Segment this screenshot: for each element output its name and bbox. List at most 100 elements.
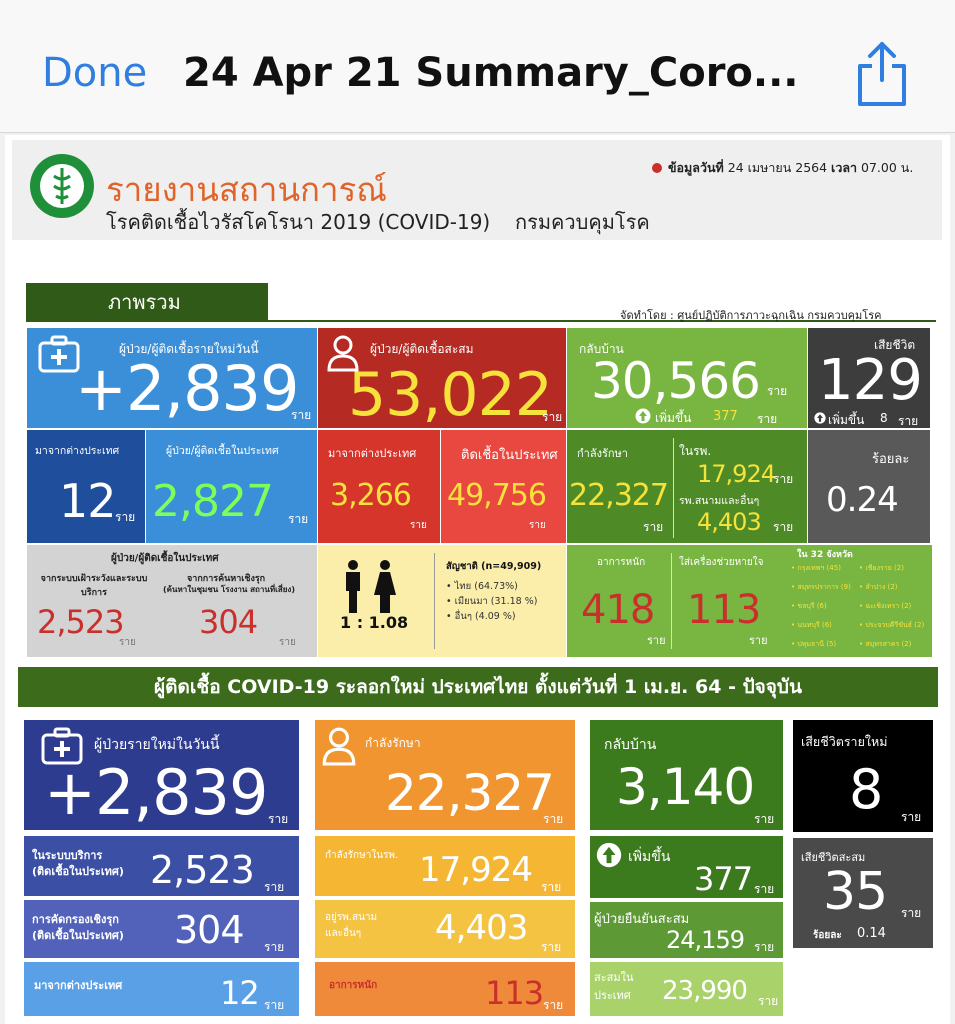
deaths-increase-unit: ราย xyxy=(898,414,919,428)
w2-imported-label: มาจากต่างประเทศ xyxy=(34,979,123,992)
recovered-increase-unit: ราย xyxy=(757,412,778,426)
treating-unit: ราย xyxy=(643,520,664,534)
imported-cum-label: มาจากต่างประเทศ xyxy=(328,447,417,460)
severe-divider xyxy=(671,553,672,649)
deaths-label: เสียชีวิต xyxy=(874,338,916,352)
deaths-increase-value: 8 xyxy=(880,411,888,425)
w2-recovered-value: 3,140 xyxy=(616,758,755,816)
provinces-title: ใน 32 จังหวัด xyxy=(797,550,853,560)
cumulative-unit: ราย xyxy=(542,410,563,424)
report-title: รายงานสถานการณ์ xyxy=(106,170,387,209)
share-icon[interactable] xyxy=(854,38,910,108)
w2-screening-unit: ราย xyxy=(264,940,285,954)
w2-service-value: 2,523 xyxy=(150,848,255,892)
w2-recovered-tile: กลับบ้าน 3,140 ราย xyxy=(590,720,783,830)
recovered-tile: กลับบ้าน 30,566 ราย เพิ่มขึ้น 377 ราย xyxy=(567,328,807,428)
report-date: ข้อมูลวันที่ 24 เมษายน 2564 เวลา 07.00 น… xyxy=(668,160,914,175)
province-item: • ฉะเชิงเทรา (2) xyxy=(859,602,912,610)
local-new-label: ผู้ป่วย/ผู้ติดเชื้อในประเทศ xyxy=(166,445,279,457)
province-item: • ชลบุรี (6) xyxy=(791,602,827,610)
new-cases-value: +2,839 xyxy=(75,352,299,425)
local-new-unit: ราย xyxy=(288,512,309,526)
wave2-banner: ผู้ติดเชื้อ COVID-19 ระลอกใหม่ ประเทศไทย… xyxy=(18,667,938,707)
sex-ratio: 1 : 1.08 xyxy=(340,613,409,632)
w2-confirmed-label: ผู้ป่วยยืนยันสะสม xyxy=(594,912,690,927)
field-hospital-value: 4,403 xyxy=(697,508,762,536)
w2-cum-deaths-label: เสียชีวิตสะสม xyxy=(801,851,866,864)
w2-hospital-label: กำลังรักษาในรพ. xyxy=(325,850,399,861)
w2-local-cum-unit: ราย xyxy=(758,994,779,1008)
w2-field-label1: อยู่รพ.สนาม xyxy=(325,912,378,923)
percent-value: 0.24 xyxy=(826,480,899,520)
done-button[interactable]: Done xyxy=(42,50,148,96)
local-cum-value: 49,756 xyxy=(447,478,547,513)
w2-new-today-label: ผู้ป่วยรายใหม่ในวันนี้ xyxy=(94,737,220,753)
w2-imported-value: 12 xyxy=(220,974,260,1012)
local-cum-tile: ติดเชื้อในประเทศ 49,756 ราย xyxy=(441,430,566,543)
treating-label: กำลังรักษา xyxy=(577,447,628,460)
w2-treating-label: กำลังรักษา xyxy=(365,736,421,750)
recovered-value: 30,566 xyxy=(591,352,761,410)
w2-cum-deaths-tile: เสียชีวิตสะสม 35 ราย ร้อยละ 0.14 xyxy=(793,838,933,948)
local-cum-label: ติดเชื้อในประเทศ xyxy=(461,448,558,463)
w2-imported-unit: ราย xyxy=(264,998,285,1012)
imported-cum-unit: ราย xyxy=(410,520,427,531)
w2-severe-unit: ราย xyxy=(543,998,564,1012)
report-credit: จัดทำโดย : ศูนย์ปฏิบัติการภาวะฉุกเฉิน กร… xyxy=(620,309,882,322)
w2-screening-label2: (ติดเชื้อในประเทศ) xyxy=(32,929,124,942)
field-hospital-label: รพ.สนามและอื่นๆ xyxy=(679,495,760,507)
w2-service-unit: ราย xyxy=(264,880,285,894)
active-search-sublabel: (ค้นหาในชุมชน โรงงาน สถานที่เสี่ยง) xyxy=(163,585,295,594)
ministry-logo xyxy=(30,154,94,218)
w2-increase-value: 377 xyxy=(694,860,753,898)
percent-label: ร้อยละ xyxy=(872,452,910,467)
report-header xyxy=(12,140,942,240)
male-female-icon xyxy=(346,560,396,613)
w2-field-value: 4,403 xyxy=(435,908,528,948)
imported-new-value: 12 xyxy=(59,474,117,528)
w2-recovered-unit: ราย xyxy=(754,812,775,826)
w2-cum-deaths-pct-value: 0.14 xyxy=(857,926,886,941)
imported-cum-value: 3,266 xyxy=(330,478,412,513)
active-search-value: 304 xyxy=(199,603,258,641)
surveillance-label: จากระบบเฝ้าระวังและระบบบริการ xyxy=(40,574,148,598)
imported-cum-tile: มาจากต่างประเทศ 3,266 ราย xyxy=(318,430,440,543)
recovered-increase-label: เพิ่มขึ้น xyxy=(655,411,692,425)
local-new-value: 2,827 xyxy=(152,476,274,527)
w2-treating-tile: กำลังรักษา 22,327 ราย xyxy=(315,720,575,830)
person-icon xyxy=(327,335,359,372)
deaths-increase-label: เพิ่มขึ้น xyxy=(828,413,865,427)
new-cases-label: ผู้ป่วย/ผู้ติดเชื้อรายใหม่วันนี้ xyxy=(119,342,259,356)
w2-imported-tile: มาจากต่างประเทศ 12 ราย xyxy=(24,962,299,1016)
local-breakdown-tile: ผู้ป่วย/ผู้ติดเชื้อในประเทศ จากระบบเฝ้าร… xyxy=(27,545,317,657)
w2-increase-unit: ราย xyxy=(754,882,775,896)
active-search-unit: ราย xyxy=(279,637,296,648)
w2-field-label2: และอื่นๆ xyxy=(325,928,362,939)
w2-new-today-value: +2,839 xyxy=(44,756,268,829)
report-subtitle: โรคติดเชื้อไวรัสโคโรนา 2019 (COVID-19) xyxy=(106,210,491,234)
province-item: • ประจวบคีรีขันธ์ (2) xyxy=(859,621,925,629)
arrow-up-icon xyxy=(635,408,651,424)
w2-service-label1: ในระบบบริการ xyxy=(32,849,103,862)
w2-field-tile: อยู่รพ.สนาม และอื่นๆ 4,403 ราย xyxy=(315,900,575,958)
w2-service-tile: ในระบบบริการ (ติดเชื้อในประเทศ) 2,523 รา… xyxy=(24,836,299,896)
w2-local-cum-tile: สะสมใน ประเทศ 23,990 ราย xyxy=(590,962,783,1016)
w2-treating-value: 22,327 xyxy=(385,764,555,822)
w2-arrow-up-icon xyxy=(596,842,622,868)
imported-new-unit: ราย xyxy=(115,510,136,524)
cumulative-tile: ผู้ป่วย/ผู้ติดเชื้อสะสม 53,022 ราย xyxy=(318,328,566,428)
w2-confirmed-tile: ผู้ป่วยยืนยันสะสม 24,159 ราย xyxy=(590,902,783,958)
w2-increase-label: เพิ่มขึ้น xyxy=(628,849,671,865)
provinces-tile: ใน 32 จังหวัด • กรุงเทพฯ (45) • เชียงราย … xyxy=(787,545,932,657)
nationality-item: • เมียนมา (31.18 %) xyxy=(446,596,538,607)
province-item: • เชียงราย (2) xyxy=(859,564,904,572)
treating-tile: กำลังรักษา 22,327 ราย ในรพ. 17,924 ราย ร… xyxy=(567,430,807,543)
w2-field-unit: ราย xyxy=(541,940,562,954)
recovered-label: กลับบ้าน xyxy=(579,342,624,356)
ventilator-value: 113 xyxy=(687,587,761,633)
hospital-label: ในรพ. xyxy=(679,444,712,458)
date-dot-icon xyxy=(652,163,662,173)
province-item: • ปทุมธานี (5) xyxy=(791,640,837,648)
treating-value: 22,327 xyxy=(569,478,669,513)
local-breakdown-title: ผู้ป่วย/ผู้ติดเชื้อในประเทศ xyxy=(111,553,219,564)
